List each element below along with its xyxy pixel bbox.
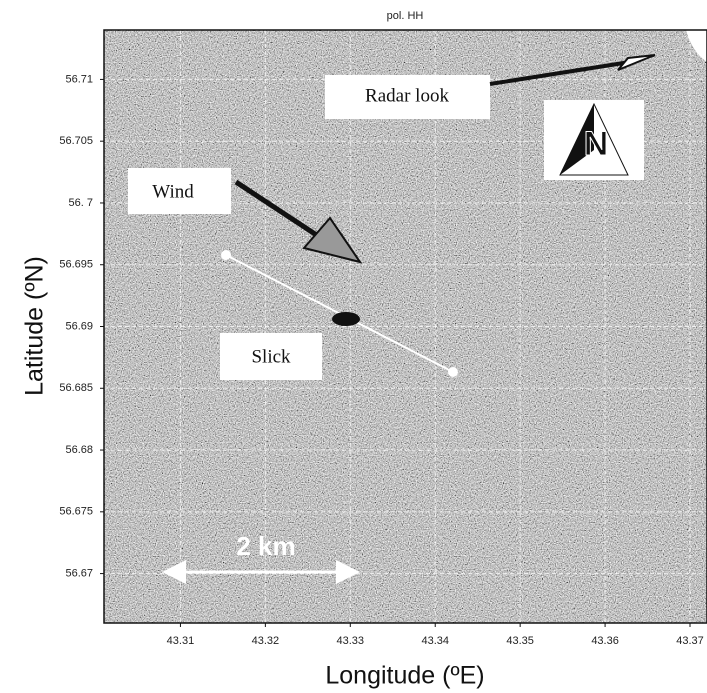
arrow	[234, 179, 320, 239]
arrow	[489, 60, 631, 86]
scale-end	[336, 560, 360, 584]
grid	[104, 30, 707, 623]
chart-title: pol. HH	[387, 10, 424, 22]
y-tick-label: 56.67	[65, 567, 93, 579]
x-tick-label: 43.33	[337, 635, 365, 647]
north-shade	[560, 104, 594, 175]
scale-label: 2 km	[236, 531, 295, 561]
x-tick-label: 43.37	[676, 635, 704, 647]
wind-label: Wind	[152, 181, 194, 202]
label-box	[128, 168, 231, 214]
y-tick-label: 56.69	[65, 320, 93, 332]
scale-end	[162, 560, 186, 584]
y-tick-label: 56.695	[59, 259, 93, 271]
x-tick-label: 43.32	[252, 635, 280, 647]
y-tick-label: 56.675	[59, 506, 93, 518]
x-tick-label: 43.36	[591, 635, 619, 647]
y-tick-label: 56.71	[65, 73, 93, 85]
slick-spot	[332, 312, 360, 326]
y-tick-label: 56.705	[59, 135, 93, 147]
arrow-head	[617, 54, 656, 71]
x-axis-title: Longitude (ºE)	[325, 662, 484, 690]
x-tick-label: 43.35	[506, 635, 534, 647]
north-letter: N	[584, 125, 609, 163]
y-axis-title: Latitude (ºN)	[21, 256, 49, 396]
x-tick-label: 43.34	[421, 635, 449, 647]
y-tick-label: 56.68	[65, 444, 93, 456]
y-tick-label: 56. 7	[69, 197, 93, 209]
y-tick-label: 56.685	[59, 382, 93, 394]
slick-end	[448, 367, 458, 377]
slick-end	[221, 250, 231, 260]
x-tick-label: 43.31	[167, 635, 195, 647]
arrow-head	[302, 216, 363, 264]
radar-label: Radar look	[365, 85, 449, 106]
label-box	[325, 75, 490, 119]
slick-label: Slick	[251, 346, 291, 367]
label-box	[220, 333, 322, 380]
